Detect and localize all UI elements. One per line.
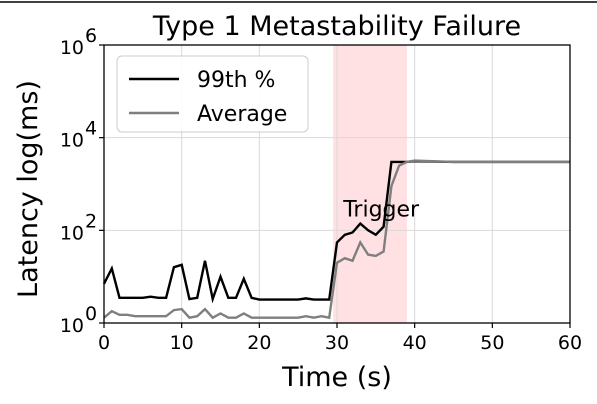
legend-label-p99: 99th % bbox=[197, 68, 275, 93]
y-tick-exponent: 2 bbox=[85, 210, 97, 232]
y-tick-label: 10 bbox=[60, 222, 84, 244]
x-tick-label: 60 bbox=[558, 332, 582, 354]
x-tick-label: 0 bbox=[98, 332, 110, 354]
y-tick-exponent: 4 bbox=[85, 118, 97, 140]
chart-title: Type 1 Metastability Failure bbox=[152, 11, 521, 42]
y-tick-exponent: 6 bbox=[85, 25, 97, 47]
series-line-average bbox=[103, 159, 570, 320]
y-axis-title: Latency log(ms) bbox=[13, 80, 44, 298]
y-tick-exponent: 0 bbox=[85, 303, 97, 325]
y-tick-label: 10 bbox=[60, 130, 84, 152]
y-tick-label: 10 bbox=[60, 315, 84, 337]
y-tick-label: 10 bbox=[60, 37, 84, 59]
trigger-region bbox=[333, 45, 407, 323]
legend-label-average: Average bbox=[197, 102, 287, 127]
x-tick-label: 10 bbox=[170, 332, 194, 354]
x-tick-label: 20 bbox=[247, 332, 271, 354]
trigger-annotation: Trigger bbox=[342, 197, 420, 222]
x-axis-title: Time (s) bbox=[281, 362, 392, 393]
series-line-p99 bbox=[102, 159, 570, 304]
x-tick-label: 30 bbox=[325, 332, 349, 354]
x-tick-label: 40 bbox=[403, 332, 427, 354]
x-tick-label: 50 bbox=[480, 332, 504, 354]
